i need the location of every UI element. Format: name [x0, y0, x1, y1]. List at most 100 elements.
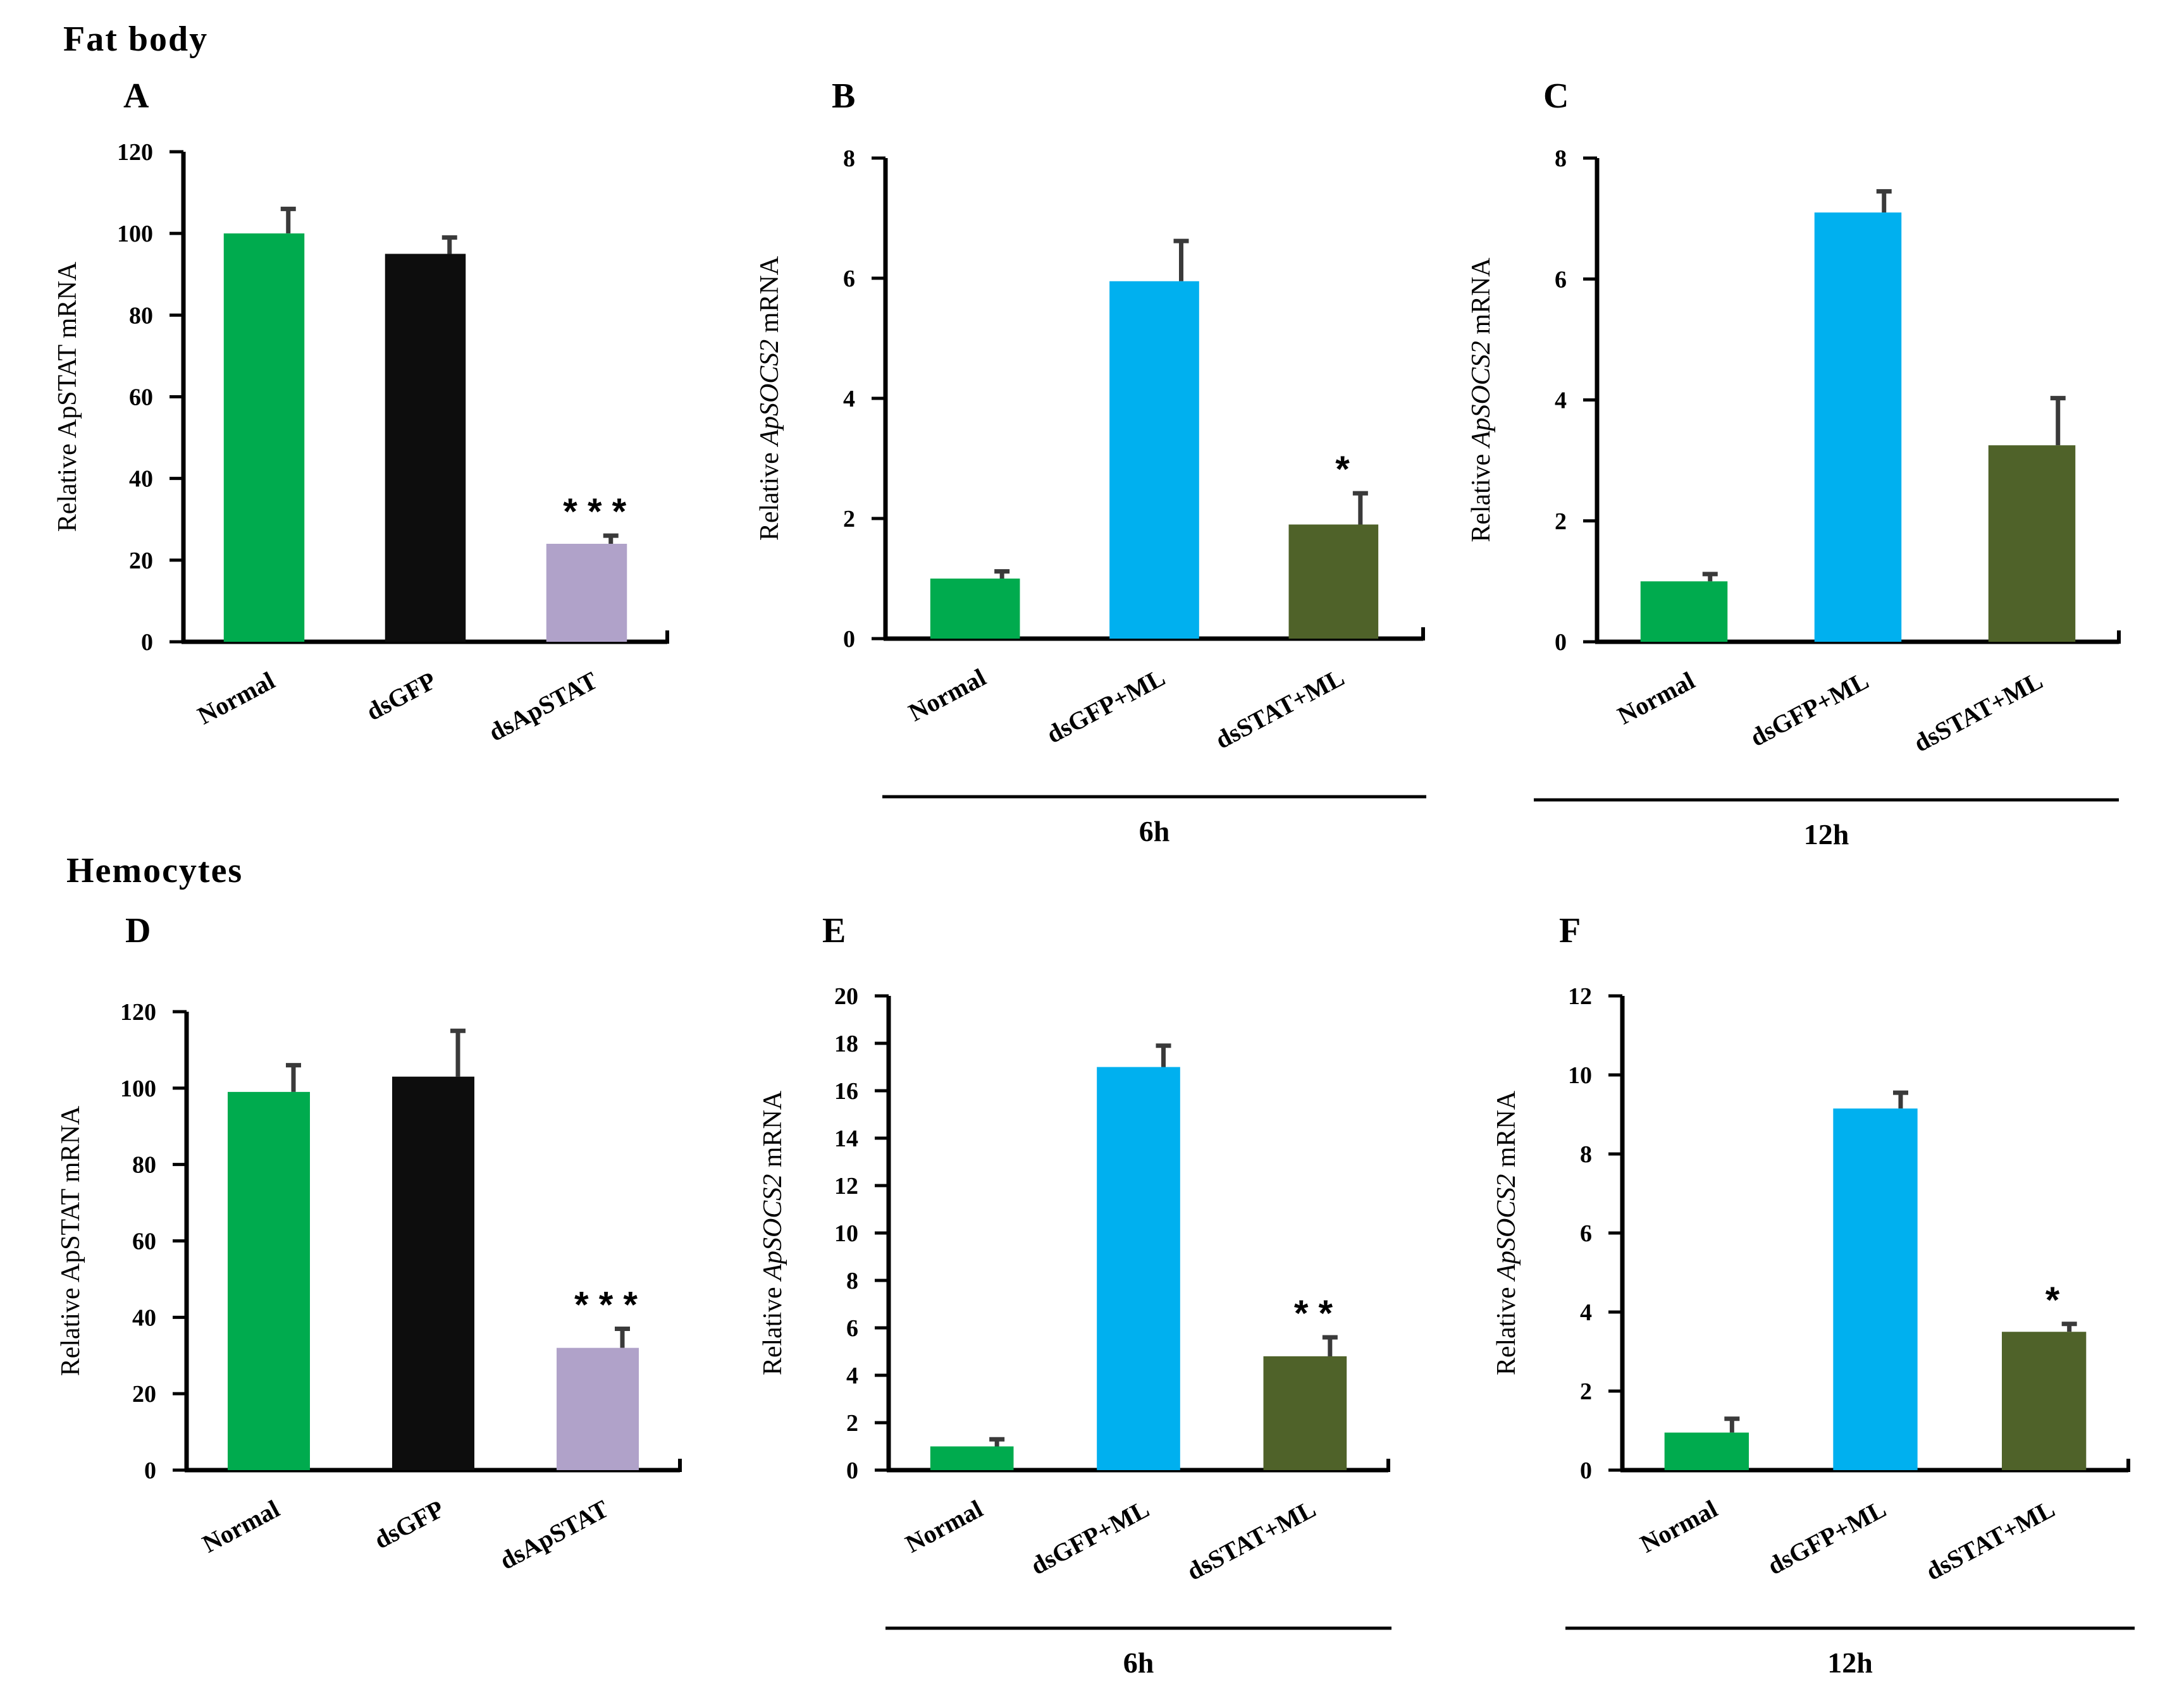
- y-axis-title-part: Relative: [1492, 1280, 1521, 1375]
- bar: [392, 1076, 474, 1470]
- panel-letter-c: C: [1543, 77, 1569, 116]
- y-tick-label: 60: [129, 384, 153, 411]
- bar: [1640, 581, 1728, 642]
- y-tick-label: 16: [834, 1078, 858, 1105]
- x-category-label: dsApSTAT: [484, 666, 602, 747]
- chart-panel-f: F 0 2 4 6 8 10 12 Relative ApSOCS2 mRNA Normal dsG…: [1492, 911, 2135, 1679]
- y-tick-label: 2: [1580, 1378, 1592, 1405]
- y-tick-label: 8: [843, 145, 855, 172]
- y-axis-title-part: mRNA: [1467, 257, 1496, 341]
- chart-panel-c: C 0 2 4 6 8 Relative ApSOCS2 mRNA Normal dsGFP+M…: [1467, 77, 2121, 850]
- bar: [557, 1347, 639, 1470]
- y-tick-label: 80: [132, 1152, 156, 1179]
- bar: [385, 254, 466, 642]
- y-tick-label: 2: [846, 1410, 858, 1437]
- y-tick-label: 0: [846, 1457, 858, 1484]
- section-title-hemocytes: Hemocytes: [66, 851, 243, 890]
- y-axis-title: Relative ApSOCS2 mRNA: [1467, 257, 1496, 543]
- y-tick-label: 18: [834, 1031, 858, 1057]
- y-axis-title-part: mRNA: [758, 1090, 787, 1174]
- y-axis-title-part: ApSOCS2: [1492, 1174, 1521, 1282]
- y-axis-title-part: Relative ApSTAT mRNA: [56, 1105, 85, 1376]
- y-tick-label: 120: [117, 139, 153, 166]
- bar: [2002, 1332, 2087, 1470]
- y-axis-title-part: ApSOCS2: [758, 1174, 787, 1282]
- x-category-label: Normal: [1613, 666, 1700, 730]
- y-tick-label: 4: [846, 1363, 858, 1389]
- y-tick-label: 20: [834, 983, 858, 1010]
- chart-panel-b: B 0 2 4 6 8 Relative ApSOCS2 mRNA Normal dsGFP+M…: [755, 77, 1426, 847]
- x-category-label: Normal: [193, 666, 280, 730]
- x-category-label: dsSTAT+ML: [1909, 666, 2047, 758]
- y-axis-title-part: Relative ApSTAT mRNA: [53, 261, 82, 532]
- y-tick-label: 120: [120, 999, 156, 1026]
- chart-panel-d: D 0 20 40 60 80 100 120 Relative ApSTAT mRNA Norm…: [56, 911, 682, 1575]
- panel-letter-f: F: [1559, 911, 1581, 950]
- y-tick-label: 6: [1580, 1220, 1592, 1247]
- y-tick-label: 100: [117, 221, 153, 247]
- x-category-label: dsGFP+ML: [1746, 666, 1873, 752]
- y-axis-title: Relative ApSOCS2 mRNA: [755, 255, 784, 541]
- significance-marker: * * *: [574, 1284, 638, 1325]
- y-tick-label: 0: [843, 626, 855, 653]
- y-axis-title: Relative ApSOCS2 mRNA: [1492, 1090, 1521, 1375]
- y-tick-label: 100: [120, 1076, 156, 1102]
- y-axis-title: Relative ApSOCS2 mRNA: [758, 1090, 787, 1375]
- y-tick-label: 8: [1555, 145, 1567, 172]
- y-axis-title-part: ApSOCS2: [755, 340, 784, 448]
- y-tick-label: 6: [1555, 266, 1567, 293]
- x-category-label: Normal: [197, 1494, 284, 1558]
- x-category-label: dsGFP+ML: [1763, 1494, 1891, 1580]
- y-tick-label: 4: [1580, 1299, 1592, 1326]
- y-axis-title-part: mRNA: [1492, 1090, 1521, 1174]
- x-category-label: Normal: [904, 663, 990, 727]
- x-category-label: dsSTAT+ML: [1921, 1494, 2059, 1586]
- y-axis-title-part: mRNA: [755, 255, 784, 340]
- bar: [1263, 1356, 1347, 1470]
- bar: [1664, 1432, 1749, 1470]
- bar: [546, 544, 627, 642]
- significance-marker: *: [2045, 1280, 2060, 1321]
- y-axis-title: Relative ApSTAT mRNA: [53, 261, 82, 532]
- x-category-label: Normal: [901, 1494, 987, 1558]
- bar: [1988, 445, 2076, 642]
- y-tick-label: 14: [834, 1126, 858, 1152]
- y-tick-label: 8: [1580, 1141, 1592, 1168]
- y-tick-label: 12: [1568, 983, 1592, 1010]
- x-category-label: dsGFP+ML: [1026, 1494, 1154, 1580]
- y-tick-label: 2: [1555, 508, 1567, 535]
- y-tick-label: 4: [1555, 388, 1567, 414]
- bar: [930, 579, 1020, 639]
- y-axis-title-part: ApSOCS2: [1467, 341, 1496, 449]
- y-tick-label: 4: [843, 386, 855, 412]
- y-tick-label: 20: [129, 548, 153, 574]
- timepoint-label: 12h: [1827, 1647, 1873, 1679]
- chart-panel-a: A 0 20 40 60 80 100 120 Relative ApSTAT mRNA Norm…: [53, 77, 669, 747]
- timepoint-label: 12h: [1804, 818, 1849, 850]
- y-tick-label: 80: [129, 302, 153, 329]
- y-tick-label: 10: [834, 1220, 858, 1247]
- bar: [1109, 281, 1199, 639]
- section-title-fat-body: Fat body: [63, 20, 208, 59]
- x-category-label: dsSTAT+ML: [1211, 663, 1349, 754]
- significance-marker: * *: [1294, 1293, 1333, 1334]
- x-category-label: dsSTAT+ML: [1182, 1494, 1321, 1586]
- x-category-label: dsGFP: [362, 666, 441, 726]
- bar: [1288, 524, 1379, 639]
- y-tick-label: 0: [141, 629, 153, 656]
- significance-marker: *: [1335, 449, 1350, 490]
- bar: [930, 1446, 1014, 1470]
- bar: [1097, 1067, 1180, 1470]
- y-axis-title-part: Relative: [1467, 447, 1496, 542]
- timepoint-label: 6h: [1139, 815, 1170, 847]
- bar: [1814, 212, 1902, 642]
- y-tick-label: 60: [132, 1229, 156, 1255]
- y-tick-label: 2: [843, 506, 855, 532]
- bar: [1833, 1108, 1918, 1470]
- y-tick-label: 10: [1568, 1062, 1592, 1089]
- y-tick-label: 0: [144, 1457, 156, 1484]
- significance-marker: * * *: [563, 491, 626, 532]
- x-category-label: Normal: [1636, 1494, 1722, 1558]
